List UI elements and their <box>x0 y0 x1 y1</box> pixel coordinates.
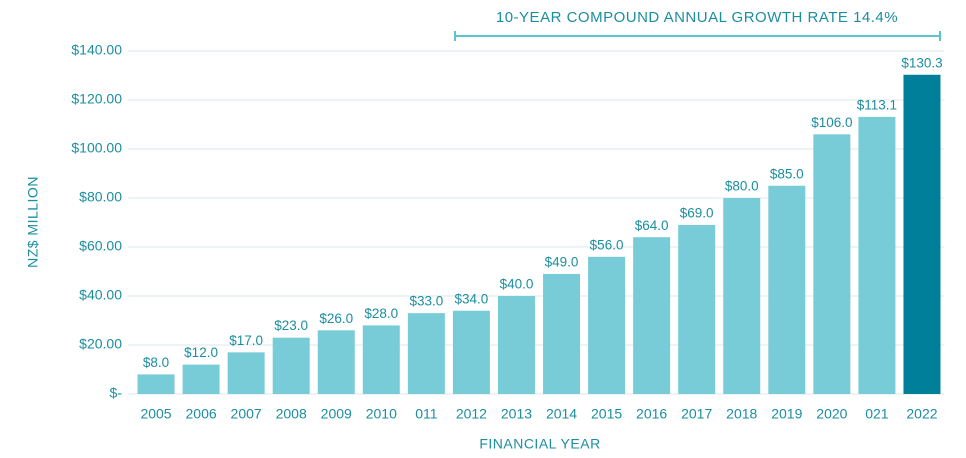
x-tick-label: 2015 <box>591 406 622 422</box>
bar <box>407 313 445 394</box>
x-tick-label: 011 <box>415 406 438 422</box>
annotation-bracket <box>454 31 941 41</box>
bar <box>903 74 941 394</box>
value-label: $106.0 <box>811 115 852 130</box>
value-label: $8.0 <box>143 355 169 370</box>
y-tick-label: $80.00 <box>79 189 122 205</box>
y-tick-label: $140.00 <box>71 42 122 58</box>
value-label: $56.0 <box>590 237 624 252</box>
bar <box>497 296 535 394</box>
bar <box>317 330 355 394</box>
y-tick-label: $120.00 <box>71 91 122 107</box>
x-tick-label: 2020 <box>816 406 847 422</box>
y-tick-label: $60.00 <box>79 238 122 254</box>
x-tick-label: 2009 <box>321 406 352 422</box>
x-tick-label: 2022 <box>906 406 937 422</box>
x-tick-label: 2008 <box>276 406 307 422</box>
value-label: $40.0 <box>500 277 534 292</box>
x-tick-label: 2016 <box>636 406 667 422</box>
bar <box>678 224 716 394</box>
bar <box>362 325 400 394</box>
bar <box>723 198 761 394</box>
value-label: $113.1 <box>857 97 897 112</box>
bar <box>137 374 175 394</box>
x-tick-label: 2010 <box>366 406 397 422</box>
value-label: $17.0 <box>229 333 263 348</box>
value-label: $26.0 <box>319 311 353 326</box>
bar <box>633 237 671 394</box>
bar <box>813 134 851 395</box>
x-tick-label: 2014 <box>546 406 577 422</box>
value-label: $69.0 <box>680 206 714 221</box>
y-tick-label: $- <box>110 385 123 401</box>
bar <box>182 364 220 394</box>
annotation: 10-YEAR COMPOUND ANNUAL GROWTH RATE 14.4… <box>496 9 898 26</box>
value-label: $34.0 <box>455 291 489 306</box>
value-label: $23.0 <box>274 318 308 333</box>
value-label: $85.0 <box>770 166 804 181</box>
value-label: $64.0 <box>635 218 669 233</box>
x-tick-label: 2017 <box>681 406 712 422</box>
x-tick-label: 021 <box>865 406 889 422</box>
x-tick-label: 2006 <box>186 406 217 422</box>
x-tick-label: 2005 <box>140 406 171 422</box>
y-axis-title: NZ$ MILLION <box>25 176 41 268</box>
bar <box>227 352 265 394</box>
bar <box>588 256 626 394</box>
bar <box>858 116 896 394</box>
value-label: $49.0 <box>545 255 579 270</box>
x-tick-label: 2019 <box>771 406 802 422</box>
x-tick-label: 2007 <box>231 406 262 422</box>
value-label: $80.0 <box>725 179 759 194</box>
bar <box>768 185 806 394</box>
y-tick-label: $100.00 <box>71 140 122 156</box>
value-label: $12.0 <box>184 345 218 360</box>
y-tick-label: $20.00 <box>79 336 122 352</box>
value-label: $33.0 <box>409 294 443 309</box>
x-tick-label: 2013 <box>501 406 532 422</box>
x-axis-title: FINANCIAL YEAR <box>479 436 600 452</box>
y-tick-label: $40.00 <box>79 287 122 303</box>
bar <box>543 273 581 394</box>
bar <box>272 337 310 394</box>
x-tick-label: 2018 <box>726 406 757 422</box>
x-tick-label: 2012 <box>456 406 487 422</box>
bar <box>452 310 490 394</box>
value-label: $130.3 <box>901 55 942 70</box>
value-label: $28.0 <box>364 306 398 321</box>
